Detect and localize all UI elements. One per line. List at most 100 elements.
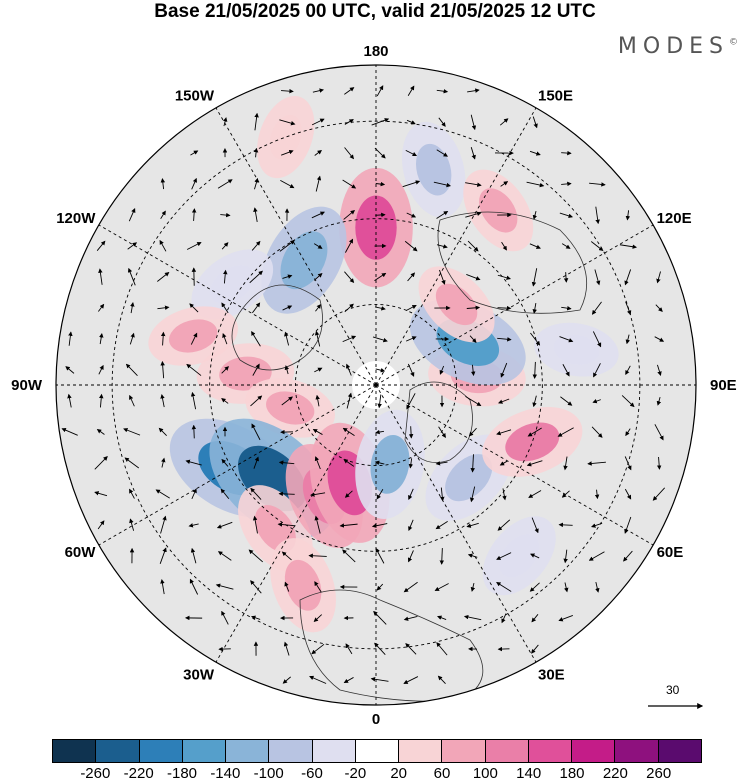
anomaly-core xyxy=(415,143,452,196)
wind-arrow xyxy=(311,643,325,655)
wind-arrow xyxy=(403,615,418,621)
wind-arrow xyxy=(97,520,105,530)
wind-arrow xyxy=(470,582,476,592)
wind-arrow xyxy=(217,179,233,189)
wind-arrow xyxy=(531,644,539,654)
wind-arrow xyxy=(502,488,507,501)
wind-arrow xyxy=(250,580,262,594)
wind-arrow xyxy=(249,270,263,284)
meridian-line xyxy=(98,384,377,546)
graticule xyxy=(56,65,696,705)
wind-arrow xyxy=(344,147,355,160)
colorbar-tick-label: 60 xyxy=(433,765,451,782)
wind-arrow xyxy=(310,492,326,497)
wind-arrow xyxy=(470,364,476,377)
wind-arrow xyxy=(371,118,390,126)
wind-arrow xyxy=(97,303,105,312)
wind-arrow xyxy=(528,490,542,498)
wind-arrow xyxy=(342,335,357,343)
wind-arrow xyxy=(129,518,135,531)
colorbar-cell xyxy=(53,740,97,762)
wind-arrow xyxy=(281,396,293,406)
wind-arrow xyxy=(374,272,387,282)
wind-arrow xyxy=(498,398,510,404)
wind-arrow xyxy=(125,363,138,376)
wind-arrow xyxy=(280,179,295,189)
wind-arrow xyxy=(561,490,570,498)
wind-arrow xyxy=(532,395,537,408)
wind-arrow xyxy=(433,181,452,188)
wind-arrow xyxy=(437,675,446,685)
wind-arrow xyxy=(558,522,573,528)
wind-arrow xyxy=(500,181,509,187)
wind-arrow xyxy=(344,87,355,95)
wind-arrow xyxy=(408,488,414,500)
wind-arrow xyxy=(221,397,229,404)
wind-arrow xyxy=(591,522,603,528)
wind-arrow xyxy=(592,331,602,348)
wind-arrow xyxy=(374,460,385,465)
wind-arrow xyxy=(68,331,73,346)
wind-arrow xyxy=(96,428,105,435)
colorbar-cell xyxy=(658,740,701,762)
wind-arrow xyxy=(281,551,292,561)
wind-arrow xyxy=(124,457,140,469)
wind-arrow xyxy=(624,516,632,534)
anomaly-core xyxy=(479,188,518,233)
wind-arrow xyxy=(465,182,482,187)
wind-arrow xyxy=(625,301,632,316)
wind-arrow xyxy=(221,242,229,250)
wind-arrow xyxy=(315,175,322,192)
wind-arrow xyxy=(252,515,258,534)
colorbar-cell xyxy=(528,740,573,762)
wind-arrow xyxy=(624,488,632,500)
wind-arrow xyxy=(190,391,197,410)
wind-arrow xyxy=(215,583,234,590)
wind-arrow xyxy=(496,429,512,436)
wind-arrow xyxy=(312,429,323,435)
meridian-line xyxy=(375,384,654,546)
wind-arrow xyxy=(186,363,202,376)
wind-arrow xyxy=(123,428,141,436)
wind-arrow xyxy=(157,305,170,310)
wind-arrow xyxy=(159,547,167,564)
wind-arrow xyxy=(127,267,136,286)
wind-arrow xyxy=(155,489,170,499)
wind-arrow xyxy=(439,269,446,285)
wind-arrow xyxy=(469,335,477,343)
wind-arrow xyxy=(157,271,170,282)
colorbar-tick-label: -140 xyxy=(210,765,241,782)
wind-arrow xyxy=(377,394,382,409)
wind-arrow xyxy=(160,178,166,190)
wind-arrow xyxy=(558,615,573,622)
wind-arrow xyxy=(284,581,290,592)
wind-arrow xyxy=(466,522,479,528)
wind-arrow xyxy=(311,211,325,219)
wind-arrow xyxy=(67,393,72,408)
wind-arrow xyxy=(158,427,167,436)
wind-arrow xyxy=(94,456,108,470)
wind-arrow xyxy=(345,238,354,253)
wind-arrow xyxy=(375,181,386,187)
wind-arrow xyxy=(652,487,666,501)
longitude-label: 180 xyxy=(363,43,388,60)
wind-arrow xyxy=(253,456,259,469)
wind-arrow xyxy=(595,206,600,225)
colorbar-tick-label: -100 xyxy=(253,765,284,782)
meridian-line xyxy=(375,384,537,663)
wind-arrow xyxy=(469,486,476,503)
longitude-label: 90W xyxy=(11,377,43,394)
wind-arrow xyxy=(374,147,386,159)
wind-arrow xyxy=(405,643,417,655)
wind-arrow xyxy=(375,429,385,435)
colorbar-cell xyxy=(442,740,486,762)
wind-arrow xyxy=(190,150,199,156)
wind-arrow xyxy=(346,392,353,409)
wind-arrow xyxy=(527,427,542,437)
wind-arrow xyxy=(561,243,571,249)
wind-arrow xyxy=(656,456,662,470)
wind-arrow xyxy=(468,427,477,437)
wind-arrow xyxy=(342,427,355,437)
wind-arrow xyxy=(282,305,293,311)
wind-arrow xyxy=(436,88,449,94)
